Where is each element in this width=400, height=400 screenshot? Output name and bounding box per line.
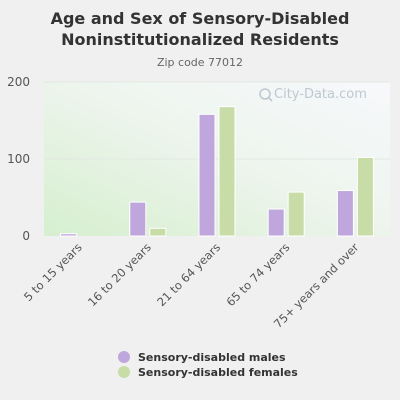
y-tick-label: 0 [22, 229, 30, 243]
y-tick-label: 100 [7, 152, 30, 166]
bar-males-0 [60, 233, 78, 237]
legend-swatch-males [118, 351, 130, 363]
watermark-search-icon-handle [267, 96, 273, 102]
y-axis-ticks: 0 100 200 [7, 75, 30, 243]
gridlines [44, 81, 390, 160]
watermark-text: City-Data.com [274, 87, 367, 102]
x-axis-ticks: 5 to 15 years 16 to 20 years 21 to 64 year… [21, 240, 362, 331]
watermark-search-icon [259, 88, 271, 100]
bar-females-4 [356, 156, 374, 237]
y-tick-label: 200 [7, 75, 30, 89]
legend: Sensory-disabled males Sensory-disabled … [118, 351, 298, 379]
x-tick-label: 21 to 64 years [154, 240, 223, 309]
legend-swatch-females [118, 366, 130, 378]
chart-title-line-2: Noninstitutionalized Residents [61, 30, 339, 49]
bars [60, 106, 374, 237]
watermark: City-Data.com [259, 87, 367, 102]
bar-males-3 [267, 208, 285, 237]
bar-females-3 [287, 191, 305, 237]
legend-label-males: Sensory-disabled males [138, 351, 286, 364]
legend-label-females: Sensory-disabled females [138, 366, 298, 379]
bar-males-4 [336, 190, 354, 237]
x-tick-label: 16 to 20 years [85, 240, 154, 309]
chart-title-line-1: Age and Sex of Sensory-Disabled [51, 9, 350, 28]
chart-subtitle: Zip code 77012 [157, 56, 243, 69]
bar-females-2 [218, 106, 236, 237]
x-tick-label: 5 to 15 years [21, 240, 85, 304]
x-tick-label: 65 to 74 years [223, 240, 292, 309]
bar-females-1 [149, 227, 167, 237]
bar-males-1 [129, 201, 147, 237]
bar-males-2 [198, 113, 216, 237]
